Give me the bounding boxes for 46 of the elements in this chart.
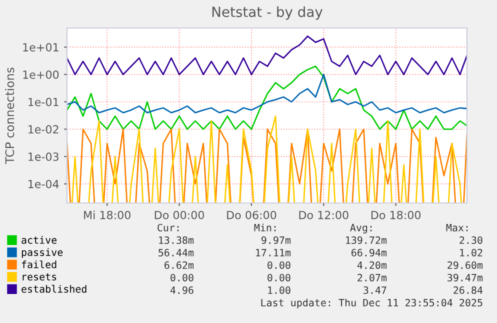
y-tick-label: 1e-03 [28,152,58,161]
legend-label: active [22,236,57,244]
text: 56.44m [158,248,194,256]
text: 4.20m [357,261,387,269]
x-tick-label: Do 00:00 [154,210,204,220]
text: 17.11m [256,248,291,256]
text: 6.62m [164,261,194,269]
legend-label: passive [22,248,63,258]
text: 139.72m [346,236,387,244]
legend-label: established [22,284,86,293]
x-tick-label: Do 06:00 [227,210,276,220]
y-tick-label: 1e+00 [23,70,59,79]
text: Min: [254,224,276,232]
text: Avg: [350,224,372,234]
y-axis-title: TCP connections [5,68,14,164]
y-tick-label: 1e-02 [28,125,58,134]
text: 0.00 [170,274,194,282]
text: 4.96 [170,286,194,294]
text: 26.84 [454,286,483,294]
line-series [67,36,467,76]
text: 0.00 [268,261,290,269]
x-tick-label: Mi 18:00 [84,210,130,220]
text: 3.47 [364,286,386,294]
y-tick-label: 1e-01 [28,98,58,106]
text: 1.00 [268,286,290,294]
text: 39.47m [448,274,483,282]
text: 13.38m [159,236,194,244]
text: 29.60m [448,261,483,269]
y-tick-label: 1e+01 [23,43,58,52]
text: 66.94m [352,248,387,256]
text: 1.02 [460,248,482,256]
chart-title: Netstat - by day [212,6,323,20]
text: Last update: Thu Dec 11 23:55:04 2025 [261,298,482,308]
text: 9.97m [262,236,291,244]
y-tick-label: 1e-04 [28,180,59,188]
line-series [67,66,467,130]
text: 2.30 [460,236,482,244]
text: 2.07m [358,274,387,282]
x-tick-label: Do 12:00 [299,210,348,220]
line-series [67,74,467,114]
legend-label: resets [22,273,56,280]
text: Cur: [158,224,179,232]
text: Max: [446,224,468,232]
legend-label: failed [22,260,56,268]
x-tick-label: Do 18:00 [371,210,421,220]
text: 0.00 [268,274,290,282]
